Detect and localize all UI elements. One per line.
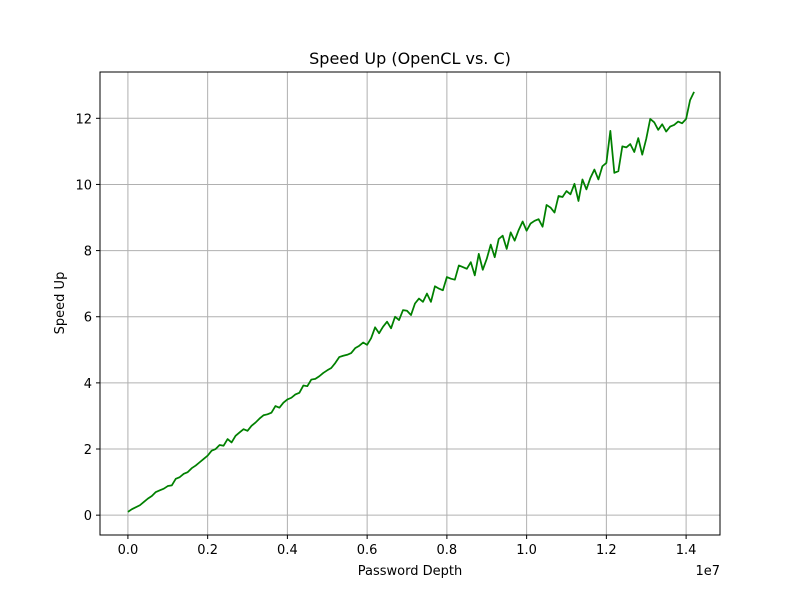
x-tick-label: 0.4 <box>277 543 298 558</box>
y-tick-label: 0 <box>84 509 92 524</box>
x-tick-label: 0.6 <box>357 543 378 558</box>
y-tick-label: 8 <box>84 245 92 260</box>
x-axis-label: Password Depth <box>358 564 462 579</box>
y-tick-label: 4 <box>84 377 92 392</box>
grid-lines <box>100 72 720 535</box>
y-tick-label: 2 <box>84 443 92 458</box>
y-axis-ticks: 0 2 4 6 8 10 12 <box>75 112 100 524</box>
x-tick-label: 1.2 <box>596 543 617 558</box>
y-tick-label: 6 <box>84 311 92 326</box>
y-axis-label: Speed Up <box>53 272 68 335</box>
plot-area-frame <box>99 71 721 536</box>
chart-title: Speed Up (OpenCL vs. C) <box>309 49 511 68</box>
x-tick-label: 0.8 <box>437 543 458 558</box>
x-axis-ticks: 0.0 0.2 0.4 0.6 0.8 1.0 1.2 1.4 <box>118 535 697 558</box>
x-tick-label: 0.0 <box>118 543 139 558</box>
x-axis-offset-label: 1e7 <box>695 564 720 579</box>
y-tick-label: 10 <box>75 178 92 193</box>
x-tick-label: 1.4 <box>676 543 697 558</box>
speedup-series-line <box>127 91 695 513</box>
y-tick-label: 12 <box>75 112 92 127</box>
x-tick-label: 0.2 <box>197 543 218 558</box>
x-tick-label: 1.0 <box>516 543 537 558</box>
